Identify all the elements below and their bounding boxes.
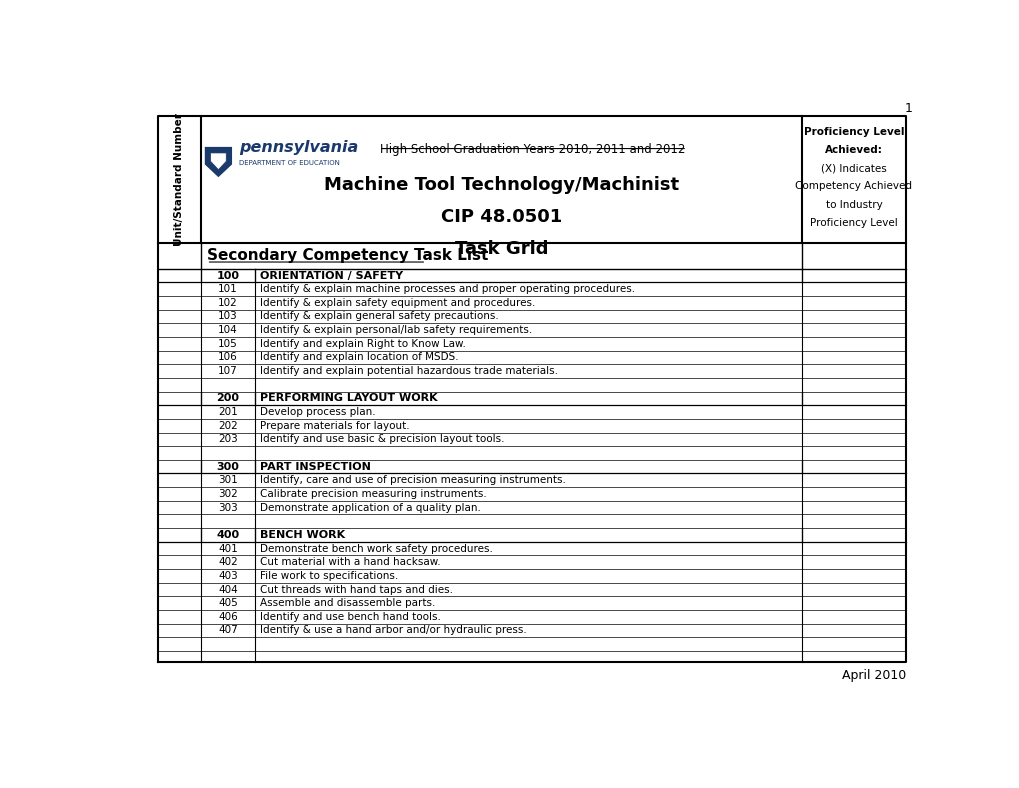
Text: 102: 102 [218, 298, 237, 308]
Text: 101: 101 [218, 284, 237, 294]
Text: Identify & explain personal/lab safety requirements.: Identify & explain personal/lab safety r… [259, 325, 531, 335]
Text: 303: 303 [218, 503, 237, 513]
Text: 401: 401 [218, 544, 237, 553]
Text: 405: 405 [218, 598, 237, 608]
Text: BENCH WORK: BENCH WORK [259, 530, 344, 540]
Polygon shape [204, 147, 232, 178]
Text: Identify and explain Right to Know Law.: Identify and explain Right to Know Law. [259, 339, 465, 349]
Text: 103: 103 [218, 311, 237, 322]
Text: Unit/Standard Number: Unit/Standard Number [174, 113, 184, 246]
Text: Prepare materials for layout.: Prepare materials for layout. [259, 421, 409, 431]
Text: Achieved:: Achieved: [824, 145, 882, 155]
Polygon shape [210, 153, 226, 169]
Text: Identify and use bench hand tools.: Identify and use bench hand tools. [259, 611, 440, 622]
Text: 202: 202 [218, 421, 237, 431]
Text: Demonstrate bench work safety procedures.: Demonstrate bench work safety procedures… [259, 544, 492, 553]
Text: Calibrate precision measuring instruments.: Calibrate precision measuring instrument… [259, 489, 486, 499]
Text: 406: 406 [218, 611, 237, 622]
Text: Identify and explain location of MSDS.: Identify and explain location of MSDS. [259, 352, 458, 362]
Text: Proficiency Level: Proficiency Level [803, 127, 903, 137]
Text: Competency Achieved: Competency Achieved [795, 181, 912, 191]
Text: Cut threads with hand taps and dies.: Cut threads with hand taps and dies. [259, 585, 452, 594]
Text: 1: 1 [904, 102, 912, 115]
Text: Secondary Competency Task List: Secondary Competency Task List [206, 248, 487, 263]
Text: 302: 302 [218, 489, 237, 499]
Text: Identify & explain machine processes and proper operating procedures.: Identify & explain machine processes and… [259, 284, 634, 294]
Text: Develop process plan.: Develop process plan. [259, 407, 375, 417]
Text: Identify, care and use of precision measuring instruments.: Identify, care and use of precision meas… [259, 475, 565, 485]
Text: ORIENTATION / SAFETY: ORIENTATION / SAFETY [259, 270, 403, 281]
Text: 104: 104 [218, 325, 237, 335]
Text: DEPARTMENT OF EDUCATION: DEPARTMENT OF EDUCATION [238, 160, 339, 166]
Text: to Industry: to Industry [824, 199, 881, 210]
Text: Identify & use a hand arbor and/or hydraulic press.: Identify & use a hand arbor and/or hydra… [259, 626, 526, 635]
Text: April 2010: April 2010 [841, 669, 905, 682]
Text: Identify & explain safety equipment and procedures.: Identify & explain safety equipment and … [259, 298, 534, 308]
Text: Identify & explain general safety precautions.: Identify & explain general safety precau… [259, 311, 497, 322]
Text: PERFORMING LAYOUT WORK: PERFORMING LAYOUT WORK [259, 393, 437, 403]
Text: File work to specifications.: File work to specifications. [259, 571, 397, 581]
Text: (X) Indicates: (X) Indicates [820, 163, 886, 173]
Text: 407: 407 [218, 626, 237, 635]
Text: 105: 105 [218, 339, 237, 349]
Text: Cut material with a hand hacksaw.: Cut material with a hand hacksaw. [259, 557, 440, 567]
Text: 404: 404 [218, 585, 237, 594]
Text: 301: 301 [218, 475, 237, 485]
Text: 400: 400 [216, 530, 239, 540]
Text: 300: 300 [216, 462, 239, 472]
Text: Assemble and disassemble parts.: Assemble and disassemble parts. [259, 598, 434, 608]
Text: 200: 200 [216, 393, 239, 403]
Text: 107: 107 [218, 366, 237, 376]
Text: 402: 402 [218, 557, 237, 567]
Text: High School Graduation Years 2010, 2011 and 2012: High School Graduation Years 2010, 2011 … [380, 143, 685, 156]
Text: pennsylvania: pennsylvania [238, 139, 358, 155]
Text: Machine Tool Technology/Machinist: Machine Tool Technology/Machinist [323, 177, 679, 195]
Text: Task Grid: Task Grid [454, 240, 547, 258]
Text: 201: 201 [218, 407, 237, 417]
Text: Demonstrate application of a quality plan.: Demonstrate application of a quality pla… [259, 503, 480, 513]
Text: Proficiency Level: Proficiency Level [809, 217, 897, 228]
Text: CIP 48.0501: CIP 48.0501 [440, 208, 561, 226]
Text: 106: 106 [218, 352, 237, 362]
Text: 403: 403 [218, 571, 237, 581]
Text: 203: 203 [218, 434, 237, 444]
Text: Identify and use basic & precision layout tools.: Identify and use basic & precision layou… [259, 434, 503, 444]
Text: 100: 100 [216, 270, 239, 281]
Text: PART INSPECTION: PART INSPECTION [259, 462, 370, 472]
Text: Identify and explain potential hazardous trade materials.: Identify and explain potential hazardous… [259, 366, 557, 376]
